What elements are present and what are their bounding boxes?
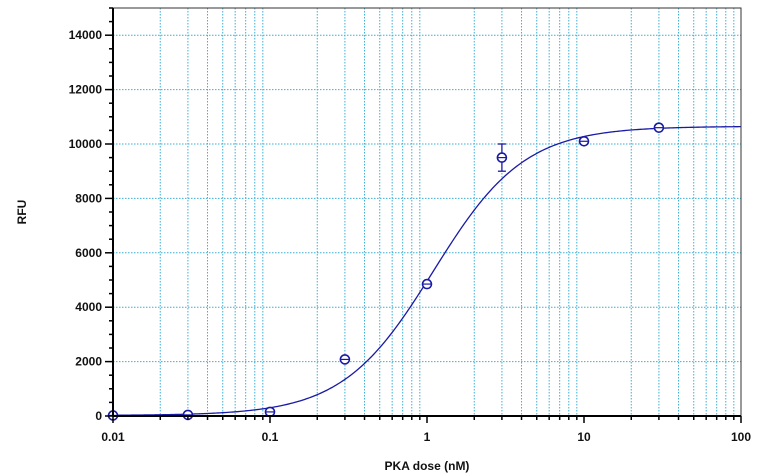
y-tick-label: 8000 [75, 191, 102, 205]
data-point [496, 143, 508, 172]
y-tick-label: 14000 [69, 28, 103, 42]
data-point [421, 278, 433, 290]
x-tick-label: 0.01 [101, 430, 125, 444]
y-tick-label: 6000 [75, 246, 102, 260]
y-axis-title: RFU [15, 200, 29, 225]
x-tick-label: 10 [577, 430, 591, 444]
y-tick-label: 2000 [75, 355, 102, 369]
y-tick-label: 4000 [75, 300, 102, 314]
x-tick-label: 1 [424, 430, 431, 444]
data-point [182, 409, 194, 421]
y-axis-ticks: 0 2000 4000 6000 8000 10000 12000 14000 [69, 7, 113, 423]
x-tick-label: 0.1 [262, 430, 279, 444]
y-tick-label: 12000 [69, 83, 103, 97]
grid-lines [113, 8, 741, 416]
y-tick-label: 10000 [69, 137, 103, 151]
data-point [339, 354, 351, 365]
x-axis-ticks: 0.01 0.1 1 10 100 [101, 416, 751, 444]
x-axis-title: PKA dose (nM) [385, 459, 470, 473]
data-point [653, 122, 665, 133]
y-tick-label: 0 [95, 409, 102, 423]
data-point [578, 135, 590, 147]
data-points [107, 122, 665, 421]
x-tick-label: 100 [731, 430, 751, 444]
